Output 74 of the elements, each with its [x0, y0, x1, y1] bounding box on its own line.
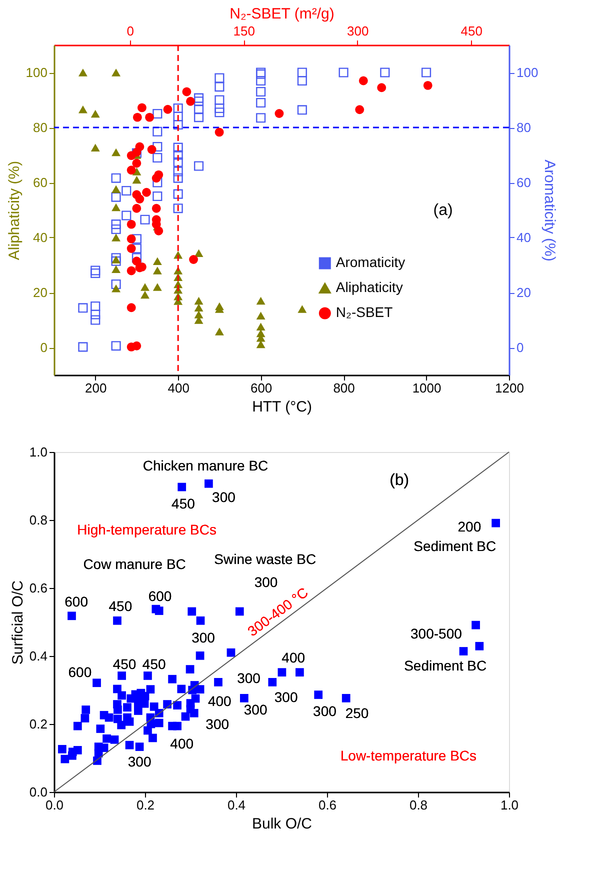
annotation: Sediment BC [404, 658, 487, 674]
y-tick-label: 100 [26, 65, 48, 80]
annotation: 300 [254, 574, 278, 590]
x-axis-title: Bulk O/C [252, 816, 312, 832]
y-tick-label: 0.4 [29, 648, 48, 664]
annotation: 400 [208, 692, 232, 709]
y-tick-label: 0 [40, 340, 48, 355]
legend-label: Aromaticity [336, 254, 406, 270]
x-tick-label: 0.6 [318, 798, 337, 812]
annotation: (b) [390, 472, 410, 489]
annotation: 300 [313, 702, 337, 719]
y-tick-label: 0.8 [29, 512, 48, 528]
annotation: 600 [64, 594, 88, 610]
annotation: 300 [206, 716, 230, 732]
y-tick-label: 1.0 [29, 444, 48, 460]
y2-tick-label: 80 [516, 120, 531, 135]
annotation: 400 [282, 649, 306, 666]
x2-tick-label: 450 [460, 24, 482, 38]
annotation: 600 [68, 664, 92, 680]
x-tick-label: 800 [333, 380, 355, 396]
y2-tick-label: 40 [516, 230, 531, 245]
annotation: 450 [172, 495, 196, 512]
annotation: 300 [244, 702, 268, 718]
y-tick-label: 40 [33, 230, 48, 245]
x-tick-label: 600 [250, 380, 272, 396]
annotation: 600 [148, 588, 172, 604]
y-tick-label: 0.2 [29, 716, 48, 732]
annotation: 300 [274, 688, 298, 705]
y2-tick-label: 100 [516, 65, 538, 80]
annotation: Chicken manure BC [142, 458, 268, 474]
annotation: Low-temperature BCs [340, 748, 477, 764]
annotation: 300 [128, 753, 152, 770]
x2-tick-label: 150 [233, 24, 255, 38]
annotation: 450 [108, 598, 132, 614]
y-tick-label: 60 [33, 175, 48, 190]
x2-tick-label: 0 [126, 24, 134, 38]
y-tick-label: 0.6 [29, 580, 48, 596]
x-tick-label: 0.2 [136, 798, 155, 812]
y-tick-label: 80 [33, 120, 48, 135]
y-tick-label: 0.0 [29, 784, 48, 800]
x-axis-title: HTT (°C) [252, 398, 312, 416]
legend-label: Aliphaticity [336, 279, 403, 296]
annotation: High-temperature BCs [77, 522, 216, 538]
annotation: 450 [112, 656, 136, 672]
annotation: (a) [433, 202, 453, 219]
x-tick-label: 400 [168, 380, 190, 396]
annotation: 300 [212, 488, 236, 505]
x-tick-label: 200 [85, 380, 107, 396]
annotation: 400 [170, 735, 194, 752]
y2-tick-label: 0 [516, 340, 524, 355]
y-tick-label: 20 [33, 285, 48, 300]
legend-label: N₂-SBET [336, 304, 394, 320]
y2-tick-label: 20 [516, 285, 531, 300]
x-tick-label: 0.4 [227, 798, 246, 812]
x-tick-label: 1200 [495, 380, 524, 396]
annotation: 450 [142, 656, 166, 672]
annotation: 250 [345, 705, 369, 722]
y2-axis-title: Aromaticity (%) [541, 160, 558, 262]
x2-axis-title: N₂-SBET (m²/g) [230, 6, 334, 22]
annotation: 200 [458, 518, 482, 534]
annotation: 300-500 [410, 626, 462, 642]
x-tick-label: 0.0 [45, 798, 64, 812]
y-axis-title: Surficial O/C [9, 580, 26, 665]
annotation: Cow manure BC [83, 556, 186, 572]
x-tick-label: 1000 [412, 380, 442, 396]
x-tick-label: 0.8 [409, 798, 428, 812]
annotation: 300 [192, 630, 216, 646]
annotation: Sediment BC [414, 538, 496, 554]
x2-tick-label: 300 [346, 24, 369, 38]
y-axis-title: Aliphaticity (%) [6, 160, 23, 260]
annotation: 300 [237, 670, 261, 686]
annotation: Swine waste BC [214, 551, 316, 568]
y2-tick-label: 60 [516, 175, 531, 190]
x-tick-label: 1.0 [500, 798, 519, 812]
